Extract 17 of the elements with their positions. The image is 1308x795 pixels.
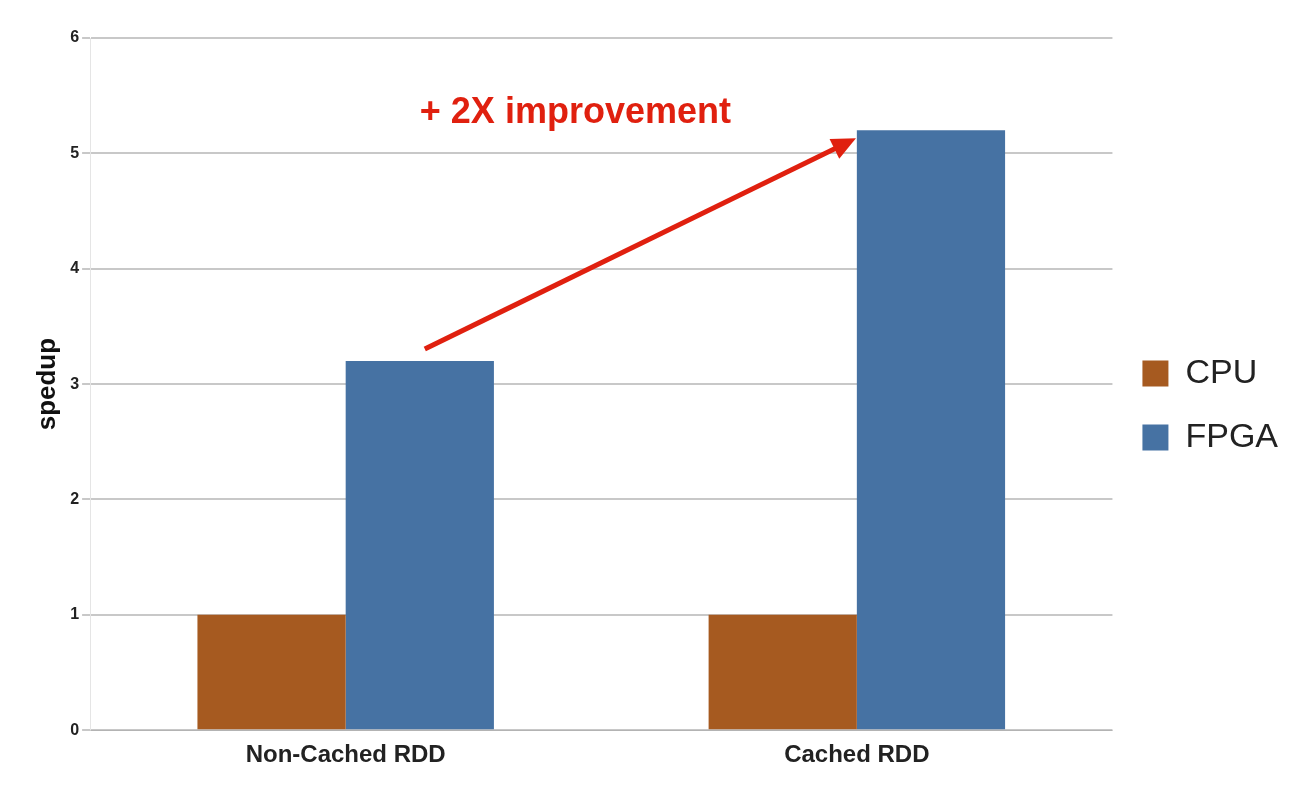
y-tick-label: 1 [70,605,80,623]
y-tick-label: 0 [70,720,80,738]
bar [856,130,1006,730]
bar [345,361,494,730]
x-tick-label: Cached RDD [784,740,930,768]
y-axis-title: spedup [30,337,61,431]
y-tick-label: 2 [70,489,80,507]
x-tick-label: Non-Cached RDD [245,740,446,768]
legend-label: CPU [1185,351,1258,390]
y-tick-label: 6 [70,28,80,46]
bar [708,614,857,730]
y-tick-label: 4 [70,259,80,277]
y-tick-label: 5 [70,143,80,161]
annotation: + 2X improvement [419,89,731,131]
bar [197,614,346,730]
y-tick-label: 3 [70,374,80,392]
legend-label: FPGA [1185,415,1279,454]
